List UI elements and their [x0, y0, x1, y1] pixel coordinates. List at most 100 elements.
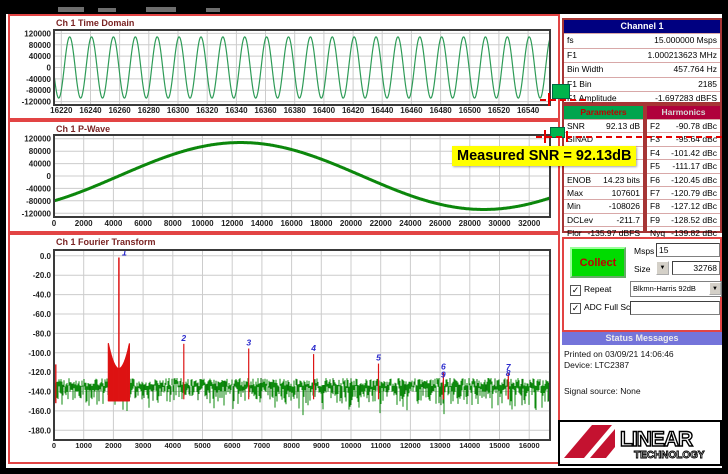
svg-text:28000: 28000 [459, 219, 482, 228]
svg-text:-180.0: -180.0 [28, 426, 51, 435]
lt-logo-icon: LINEAR TECHNOLOGY [564, 425, 705, 461]
harmonics-header: Harmonics [647, 106, 720, 119]
svg-text:4000: 4000 [105, 219, 123, 228]
window-select-value: Blkmn-Harris 92dB [633, 284, 696, 293]
size-dropdown-arrow-icon[interactable]: ▼ [656, 261, 669, 275]
msps-input[interactable] [656, 243, 720, 257]
svg-text:16400: 16400 [313, 106, 336, 115]
svg-text:16520: 16520 [488, 106, 511, 115]
svg-text:16380: 16380 [284, 106, 307, 115]
svg-text:14000: 14000 [459, 441, 480, 450]
svg-text:6: 6 [441, 362, 446, 372]
parameters-table: Parameters SNR 92.13 dB SINAD ENOB 14.23 bit… [562, 104, 645, 238]
logo-text-technology: TECHNOLOGY [634, 450, 705, 461]
svg-text:24000: 24000 [399, 219, 422, 228]
row-value: -95.64 dBc [675, 134, 717, 145]
svg-text:16500: 16500 [459, 106, 482, 115]
row-value: 1.000213623 MHz [647, 49, 717, 60]
row-label: F4 [650, 147, 660, 158]
svg-text:-140.0: -140.0 [28, 388, 51, 397]
status-messages-header: Status Messages [562, 332, 722, 345]
row-value: -90.78 dBc [675, 121, 717, 131]
svg-text:16360: 16360 [254, 106, 277, 115]
svg-text:6000: 6000 [134, 219, 152, 228]
row-label: F9 [650, 214, 660, 225]
svg-text:32000: 32000 [518, 219, 541, 228]
svg-text:120000: 120000 [24, 135, 51, 144]
svg-text:1: 1 [122, 248, 127, 258]
adc-full-scale-checkbox[interactable]: ✓ [570, 303, 581, 314]
svg-text:6000: 6000 [224, 441, 241, 450]
row-label: F1 Bin [567, 78, 592, 89]
size-label: Size [634, 264, 651, 274]
linear-technology-logo: LINEAR TECHNOLOGY [558, 420, 722, 466]
row-label: DCLev [567, 214, 593, 225]
plot-marker-handle[interactable] [552, 84, 570, 99]
svg-text:-20.0: -20.0 [33, 271, 52, 280]
svg-text:26000: 26000 [429, 219, 452, 228]
svg-text:20000: 20000 [340, 219, 363, 228]
row-value: -127.12 dBc [671, 201, 717, 212]
row-label: F5 [650, 161, 660, 172]
svg-text:11000: 11000 [370, 441, 390, 450]
table-row: F1 1.000213623 MHz [564, 47, 720, 63]
row-value: -211.7 [616, 214, 640, 225]
svg-text:8: 8 [506, 368, 511, 378]
status-line-printed: Printed on 03/09/21 14:06:46 [564, 349, 674, 359]
table-row: F3 -95.64 dBc [647, 132, 720, 145]
collect-button[interactable]: Collect [570, 247, 626, 278]
harmonics-rows: F2 -90.78 dBc F3 -95.64 dBc F4 -101.42 dBc F5-… [647, 119, 720, 240]
svg-text:40000: 40000 [29, 52, 52, 61]
row-value: -120.79 dBc [671, 187, 717, 198]
table-row: F8 -127.12 dBc [647, 199, 720, 212]
table-row: SNR 92.13 dB [564, 119, 643, 132]
svg-text:16340: 16340 [225, 106, 248, 115]
svg-text:-40000: -40000 [26, 184, 51, 193]
snr-callout: Measured SNR = 92.13dB [452, 146, 637, 166]
svg-text:1000: 1000 [75, 441, 92, 450]
svg-text:30000: 30000 [488, 219, 511, 228]
time-domain-title: Ch 1 Time Domain [56, 18, 135, 28]
svg-text:16480: 16480 [429, 106, 452, 115]
svg-text:-80000: -80000 [26, 86, 51, 95]
repeat-checkbox[interactable]: ✓ [570, 285, 581, 296]
size-input[interactable] [672, 261, 720, 275]
svg-text:-40000: -40000 [26, 75, 51, 84]
p-wave-plot[interactable]: 0 2000 4000 6000 8000 10000 12000 14000 16000 180… [10, 122, 558, 231]
row-label: Nyq [650, 228, 666, 239]
table-row: F5 -111.17 dBc [647, 159, 720, 172]
fourier-transform-plot[interactable]: 1 2 3 4 5 6 78 9 0 1000 2000 3000 4000 5000 6000 7000 80… [10, 235, 558, 462]
table-row: DCLev -211.7 [564, 212, 643, 226]
adc-full-scale-field[interactable] [630, 301, 720, 315]
svg-text:16300: 16300 [167, 106, 190, 115]
row-label: Bin Width [567, 64, 604, 75]
window-select[interactable]: Blkmn-Harris 92dB ▼ [630, 281, 722, 297]
row-value: 15.000000 Msps [654, 35, 717, 45]
svg-text:7: 7 [506, 362, 512, 372]
table-row: SINAD [564, 132, 643, 145]
row-value: -139.82 dBc [671, 228, 717, 239]
annotation-dashed-line [536, 136, 722, 138]
row-label: F3 [650, 134, 660, 145]
row-value: 2185 [698, 78, 717, 89]
row-label: ENOB [567, 174, 592, 185]
parameters-rows: SNR 92.13 dB SINAD ENOB 14.23 bits Max 107601 M… [564, 119, 643, 240]
svg-text:5000: 5000 [194, 441, 211, 450]
row-label: F8 [650, 201, 660, 212]
svg-text:16540: 16540 [517, 106, 540, 115]
svg-text:0: 0 [52, 219, 57, 228]
annotation-cross-tick [544, 130, 546, 143]
channel-info-table: Channel 1 fs 15.000000 Msps F1 1.000213623 … [562, 18, 722, 104]
table-row: Max 107601 [564, 185, 643, 199]
svg-text:7000: 7000 [254, 441, 271, 450]
table-row: F4 -101.42 dBc [647, 145, 720, 159]
svg-text:3: 3 [246, 338, 251, 348]
window-dropdown-arrow-icon[interactable]: ▼ [709, 282, 721, 295]
svg-text:80000: 80000 [29, 147, 52, 156]
svg-text:120000: 120000 [24, 29, 51, 38]
toolbar-remnant [6, 6, 722, 14]
table-row: Nyq -139.82 dBc [647, 226, 720, 239]
toolbar-fragment [206, 8, 220, 12]
time-domain-plot[interactable]: 16220 16240 16260 16280 16300 16320 16340 16360… [10, 16, 558, 118]
